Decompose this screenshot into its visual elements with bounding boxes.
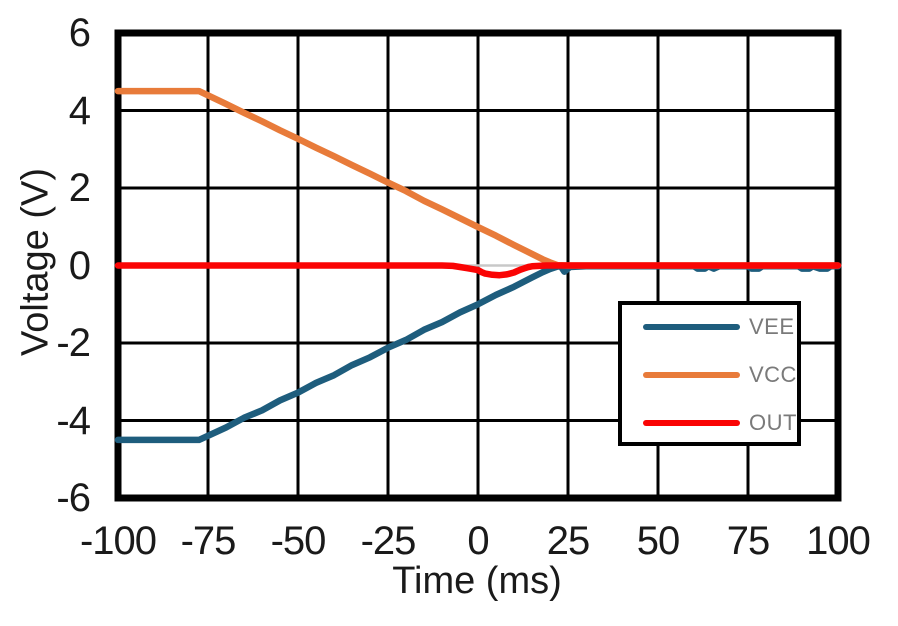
out-line-swatch	[643, 420, 740, 426]
legend-item-vcc: VCC	[643, 361, 797, 389]
y-tick-label: 2	[68, 166, 91, 210]
vee-line-swatch	[643, 324, 740, 330]
legend-label-vcc: VCC	[749, 362, 797, 387]
y-tick-label: -6	[56, 476, 91, 520]
legend-label-vee: VEE	[749, 314, 795, 339]
vcc-line-swatch	[643, 372, 740, 378]
x-tick-label: -25	[360, 519, 417, 563]
x-axis-title: Time (ms)	[392, 560, 562, 602]
x-tick-label: 50	[636, 519, 681, 563]
y-tick-label: -2	[56, 321, 91, 365]
series-line-out	[114, 262, 842, 279]
legend: VEE VCC OUT	[618, 301, 801, 446]
x-tick-label: -75	[180, 519, 237, 563]
series-line-vcc	[114, 87, 842, 269]
x-tick-label: 0	[467, 519, 489, 563]
legend-label-out: OUT	[749, 410, 797, 435]
y-tick-label: 4	[68, 88, 91, 133]
y-tick-label: 0	[68, 243, 91, 288]
x-tick-label: 75	[726, 519, 771, 563]
y-tick-label: -4	[56, 398, 91, 443]
x-tick-label: -50	[270, 519, 327, 563]
legend-item-out: OUT	[643, 409, 797, 437]
legend-item-vee: VEE	[643, 313, 795, 341]
y-tick-label: 6	[68, 11, 91, 55]
y-axis-title: Voltage (V)	[14, 168, 57, 356]
x-tick-label: 100	[806, 519, 871, 563]
x-tick-label: -100	[79, 519, 157, 563]
x-tick-label: 25	[546, 519, 591, 563]
